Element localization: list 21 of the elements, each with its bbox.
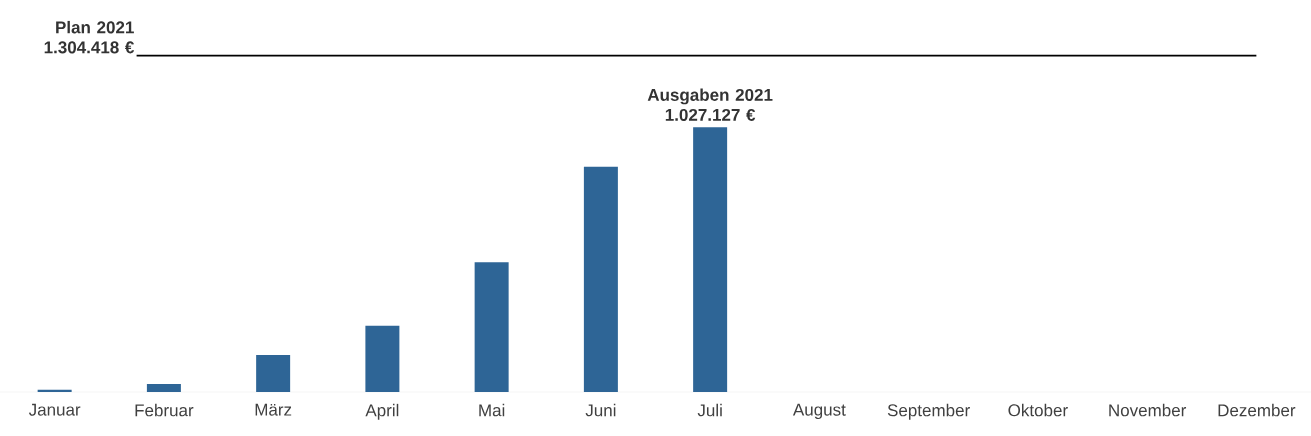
bar — [256, 354, 291, 392]
x-tick-label: August — [792, 403, 846, 420]
x-tick-label: Oktober — [1008, 403, 1068, 417]
annotation: Ausgaben 2021 1.027.127 € — [647, 88, 773, 121]
x-tick-label: Juli — [697, 403, 722, 417]
x-tick-label: Juni — [585, 403, 616, 417]
bar — [146, 384, 181, 392]
bar — [365, 325, 400, 392]
x-tick-label: Februar — [135, 403, 194, 417]
x-tick-label: September — [887, 403, 970, 420]
x-tick-label: Januar — [28, 403, 81, 416]
x-tick-label: März — [255, 403, 292, 416]
bar — [693, 127, 728, 392]
bar — [474, 262, 509, 392]
bar — [583, 166, 618, 392]
ref-line-label: Plan 2021 1.304.418 € — [44, 20, 135, 54]
x-tick-label: Mai — [479, 403, 505, 417]
x-tick-label: Dezember — [1218, 403, 1296, 417]
x-tick-label: April — [365, 403, 399, 420]
bar — [37, 389, 72, 392]
x-tick-label: November — [1109, 403, 1187, 417]
